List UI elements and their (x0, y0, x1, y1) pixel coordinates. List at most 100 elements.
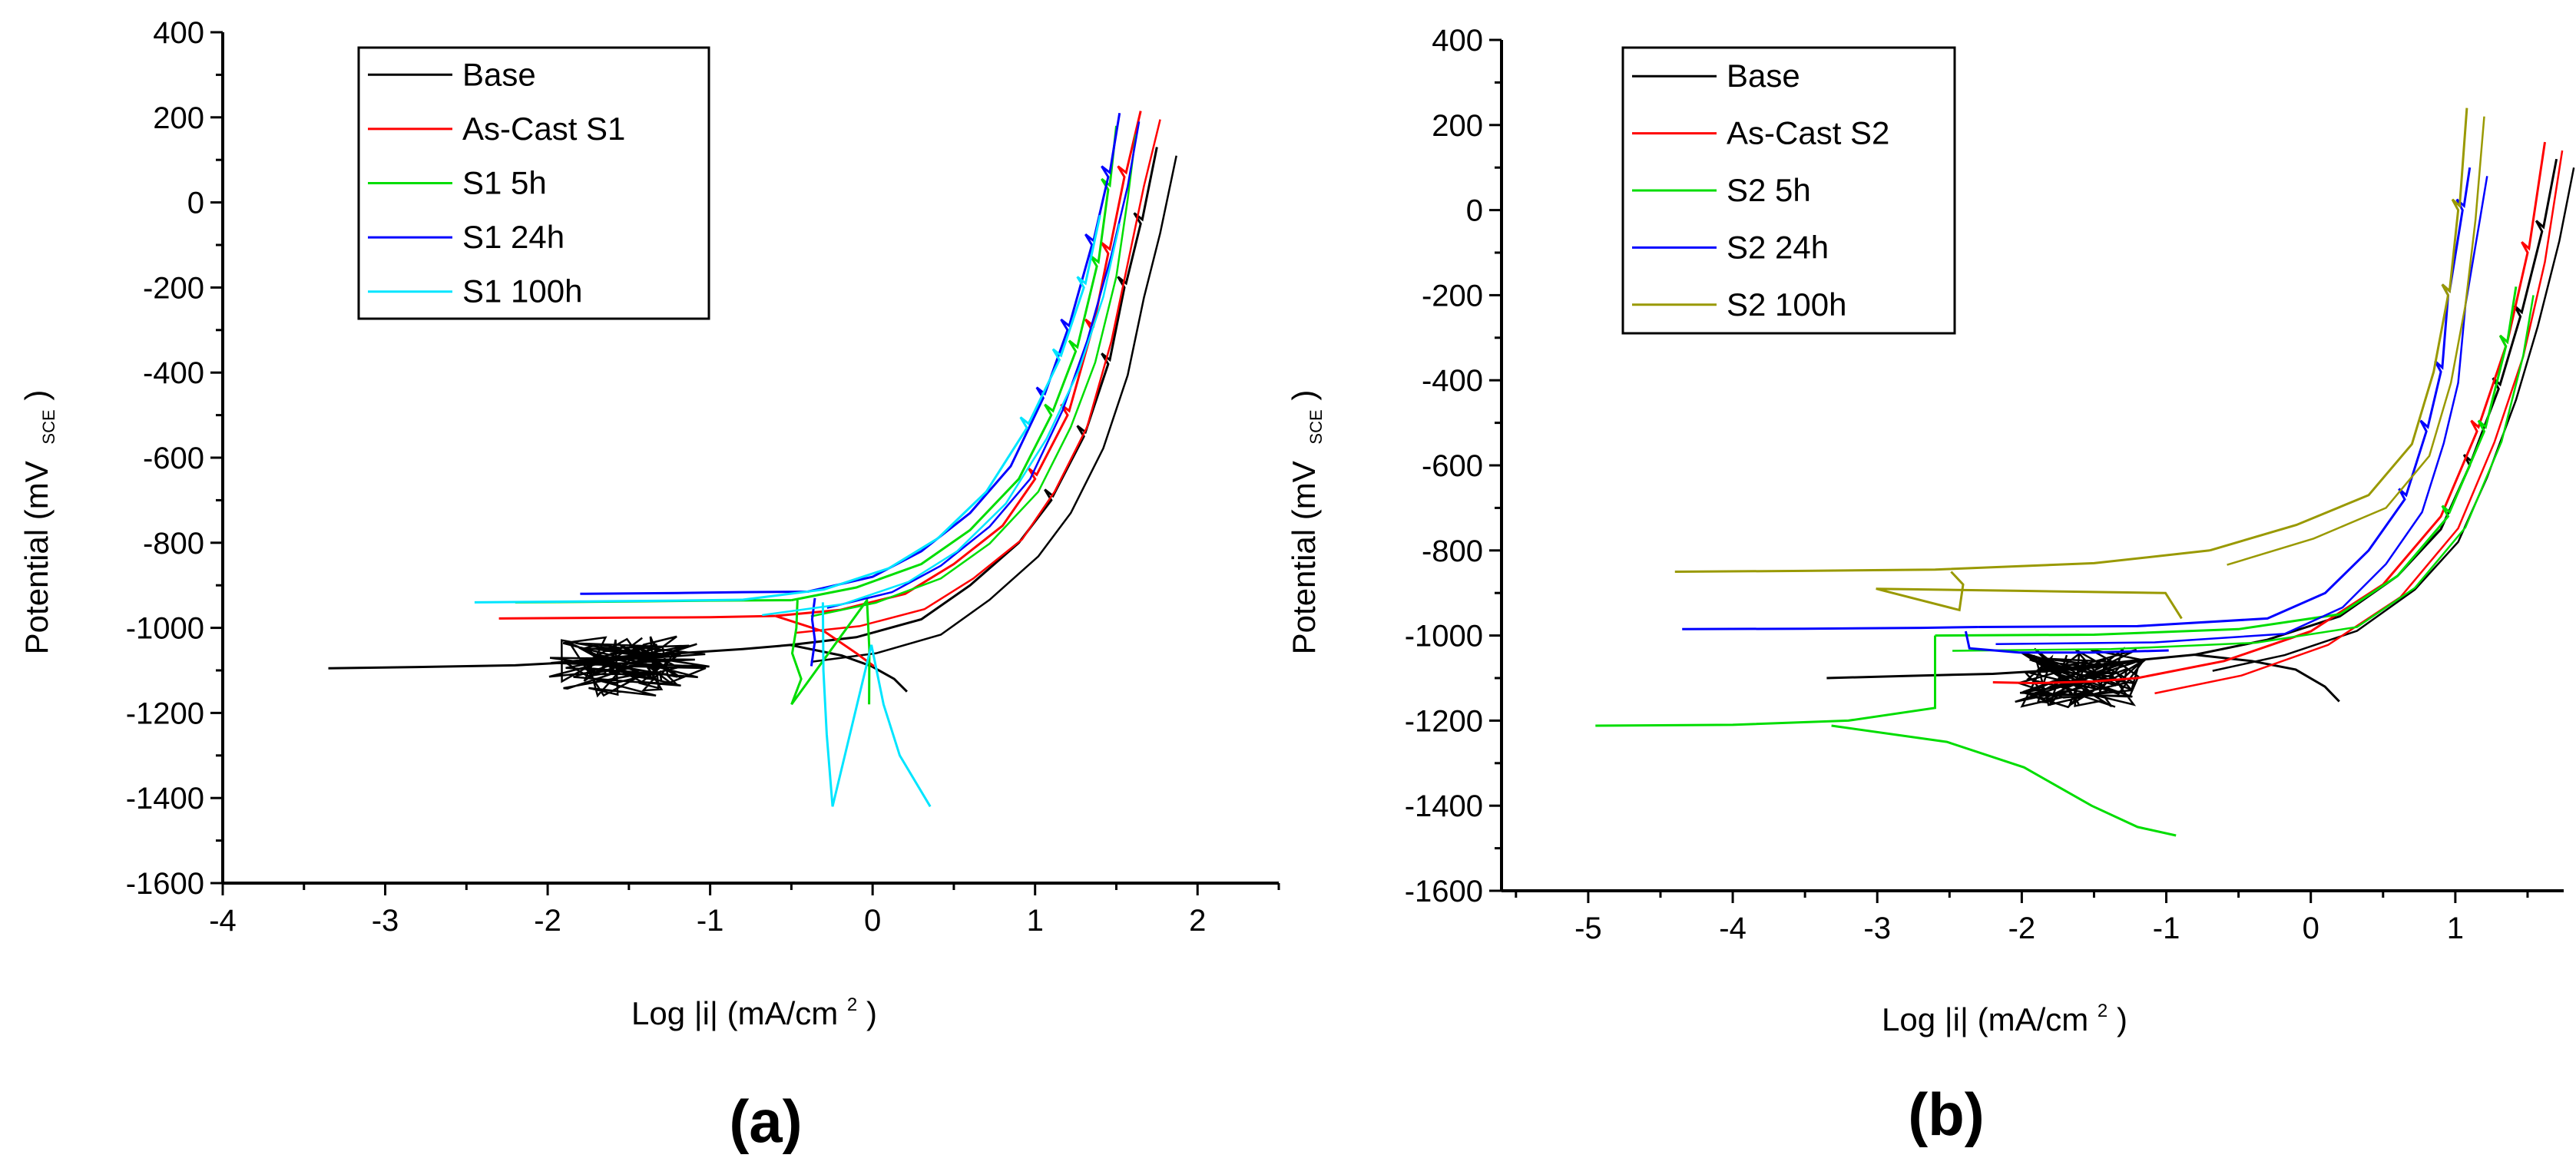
series-anodic-branch (2137, 141, 2546, 680)
panel-b-label: (b) (1908, 1080, 1985, 1148)
x-label-end: ) (866, 995, 877, 1031)
y-tick-label: -1000 (1405, 620, 1483, 653)
y-tick-label: -200 (1422, 279, 1483, 313)
series-anodic-branch (2194, 158, 2558, 656)
x-tick-label: -2 (534, 904, 561, 938)
x-tick-label: -4 (209, 904, 237, 938)
x-tick-label: -3 (372, 904, 399, 938)
series-reverse-sweep (810, 134, 1137, 617)
series-tail (774, 614, 875, 667)
series-anodic-branch (742, 214, 1101, 601)
series-tail (789, 644, 908, 693)
series-reverse-sweep (826, 121, 1141, 609)
panel-b-legend: Base As-Cast S2 S2 5h S2 24h S2 100h (1621, 46, 1956, 335)
series-reverse-sweep (2212, 167, 2575, 672)
series-cathodic-branch (1682, 626, 1978, 630)
x-tick-label: -1 (2153, 912, 2180, 945)
y-tick-label: -400 (143, 356, 204, 390)
y-tick-label: 0 (187, 187, 204, 220)
y-tick-label: 400 (1432, 24, 1483, 58)
panel-a-label: (a) (729, 1087, 802, 1155)
series-reverse-sweep (1952, 295, 2535, 652)
legend-label: S1 24h (462, 219, 565, 255)
y-tick-label: -600 (143, 442, 204, 475)
series-anodic-branch (807, 113, 1121, 593)
series-as-cast-s2 (1992, 141, 2564, 695)
x-tick-label: 0 (864, 904, 881, 938)
series-tail (790, 597, 871, 706)
series-cathodic-branch (498, 614, 776, 620)
series-cathodic-branch (1826, 653, 2196, 680)
legend-label: S1 5h (462, 165, 547, 201)
series-anodic-branch (791, 125, 1117, 602)
series-as-cast-s1 (498, 111, 1161, 667)
y-tick-label: -1400 (126, 782, 204, 816)
series-anodic-branch (2209, 108, 2468, 552)
series-reverse-sweep (762, 223, 1121, 617)
series-tail (1831, 724, 2177, 837)
series-noise (2015, 647, 2147, 709)
x-label-superscript: 2 (847, 994, 857, 1015)
series-cathodic-branch (328, 644, 792, 670)
y-tick-label: 200 (153, 101, 204, 135)
series-anodic-branch (1978, 167, 2472, 628)
series-reverse-sweep (2154, 150, 2564, 695)
y-tick-label: -1200 (126, 696, 204, 730)
x-tick-label: 1 (1027, 904, 1044, 938)
legend-label: S1 100h (462, 273, 582, 309)
x-tick-label: -2 (2008, 912, 2036, 945)
series-cathodic-branch (1992, 677, 2138, 685)
legend-label: S2 100h (1727, 286, 1846, 323)
y-tick-label: -200 (143, 271, 204, 305)
series-s2-100h (1674, 108, 2485, 620)
y-tick-label: 200 (1432, 109, 1483, 143)
panel-b-axes: -1600-1400-1200-1000-800-600-400-2000200… (1405, 24, 2564, 945)
series-reverse-sweep (794, 119, 1161, 634)
series-tail (821, 602, 932, 808)
series-s1-5h (515, 125, 1137, 706)
series-cathodic-branch (1674, 549, 2210, 573)
y-tick-label: -800 (143, 527, 204, 561)
y-label-main: Potential (mV (18, 461, 55, 654)
panel-b: -1600-1400-1200-1000-800-600-400-2000200… (1286, 24, 2575, 1148)
y-tick-label: -400 (1422, 364, 1483, 398)
x-tick-label: -5 (1574, 912, 1602, 945)
series-noise (548, 635, 710, 698)
y-tick-label: -1200 (1405, 704, 1483, 738)
panel-a-marks (328, 111, 1177, 808)
series-anodic-branch (1935, 286, 2518, 637)
y-tick-label: 400 (153, 16, 204, 50)
series-s2-24h (1682, 167, 2488, 654)
x-label-superscript: 2 (2098, 1001, 2107, 1021)
y-tick-label: -1400 (1405, 789, 1483, 823)
series-anodic-branch (775, 111, 1142, 617)
y-label-end: ) (18, 390, 55, 401)
x-tick-label: -4 (1719, 912, 1747, 945)
series-s1-100h (474, 214, 1121, 808)
y-label-main: Potential (mV (1286, 461, 1322, 654)
x-tick-label: -3 (1863, 912, 1891, 945)
y-tick-label: -600 (1422, 449, 1483, 483)
legend-label: As-Cast S2 (1727, 115, 1889, 151)
x-label-main: Log |i| (mA/cm (1882, 1001, 2088, 1037)
legend-label: As-Cast S1 (462, 111, 625, 147)
panel-a-legend: Base As-Cast S1 S1 5h S1 24h S1 100h (357, 46, 710, 320)
series-tail (1964, 630, 2169, 654)
x-label-main: Log |i| (mA/cm (631, 995, 838, 1031)
panel-b-x-axis-label: Log |i| (mA/cm 2 ) (1882, 988, 2127, 1037)
panel-a-x-axis-label: Log |i| (mA/cm 2 ) (631, 981, 877, 1031)
legend-label: S2 24h (1727, 229, 1829, 265)
x-tick-label: -1 (697, 904, 724, 938)
x-tick-label: 2 (1189, 904, 1206, 938)
series-s1-24h (580, 113, 1141, 667)
legend-label: Base (1727, 58, 1800, 94)
panel-b-marks (1595, 108, 2575, 837)
series-reverse-sweep (1995, 176, 2488, 645)
legend-label: S2 5h (1727, 172, 1811, 208)
x-label-end: ) (2117, 1001, 2127, 1037)
series-reverse-sweep (2227, 116, 2485, 566)
panel-a-y-axis-label: Potential (mV SCE ) (18, 390, 61, 655)
y-tick-label: 0 (1466, 194, 1483, 228)
panel-b-y-axis-label: Potential (mV SCE ) (1286, 390, 1329, 655)
